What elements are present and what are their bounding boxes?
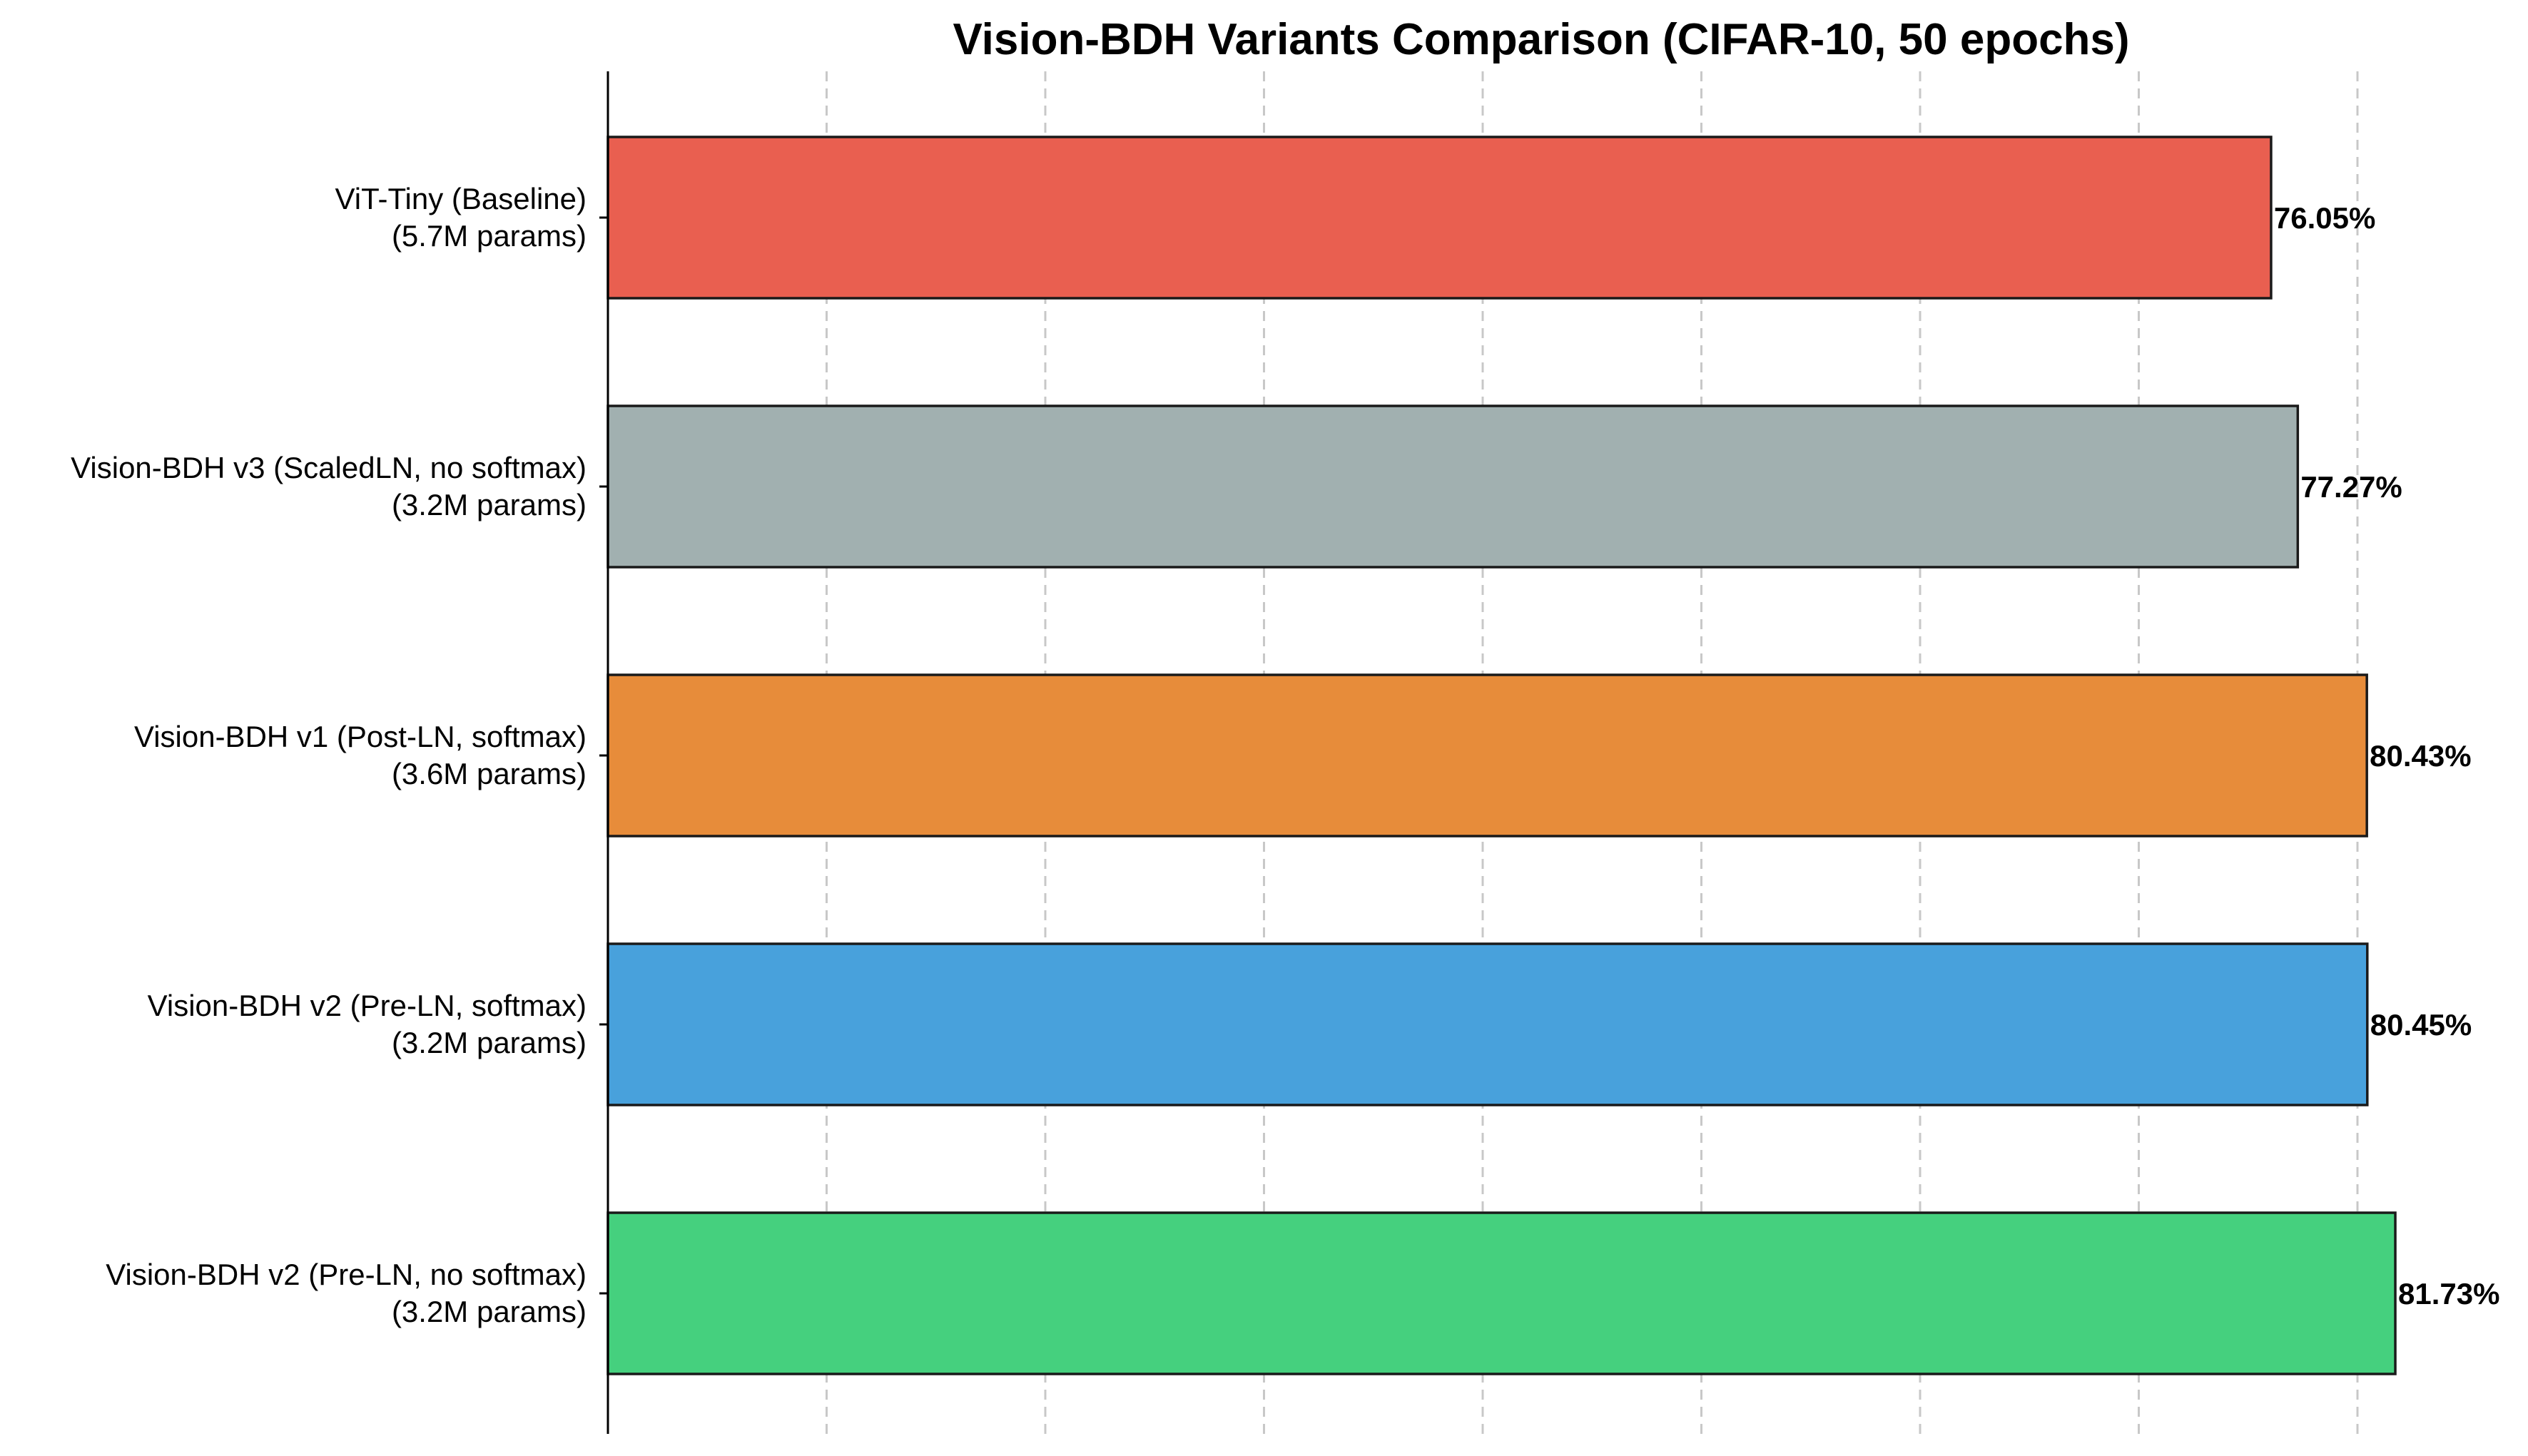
category-label: ViT-Tiny (Baseline) (5.7M params) bbox=[335, 182, 587, 253]
value-label: 81.73% bbox=[2398, 1277, 2499, 1310]
bar bbox=[606, 1211, 2397, 1375]
bar bbox=[606, 942, 2369, 1106]
category-label-line: Vision-BDH v3 (ScaledLN, no softmax) bbox=[71, 451, 587, 484]
bars bbox=[606, 136, 2397, 1375]
category-label: Vision-BDH v2 (Pre-LN, no softmax) (3.2M … bbox=[106, 1258, 587, 1328]
bar bbox=[606, 136, 2273, 300]
category-label-line: Vision-BDH v2 (Pre-LN, no softmax) bbox=[106, 1258, 587, 1291]
bar bbox=[606, 404, 2300, 569]
category-label-line: (3.6M params) bbox=[392, 757, 587, 790]
category-labels: ViT-Tiny (Baseline) (5.7M params) Vision-B… bbox=[71, 182, 608, 1328]
chart-title: Vision-BDH Variants Comparison (CIFAR-10… bbox=[953, 15, 2129, 64]
category-label-line: Vision-BDH v1 (Post-LN, softmax) bbox=[134, 720, 587, 753]
category-label-line: ViT-Tiny (Baseline) bbox=[335, 182, 587, 215]
category-label: Vision-BDH v2 (Pre-LN, softmax) (3.2M par… bbox=[148, 989, 587, 1059]
category-label-line: Vision-BDH v2 (Pre-LN, softmax) bbox=[148, 989, 587, 1022]
category-label-line: (3.2M params) bbox=[392, 1026, 587, 1059]
category-label-line: (5.7M params) bbox=[392, 219, 587, 253]
bar bbox=[606, 673, 2368, 838]
category-label-line: (3.2M params) bbox=[392, 488, 587, 521]
value-label: 77.27% bbox=[2300, 470, 2402, 504]
value-label: 76.05% bbox=[2274, 201, 2375, 235]
value-labels: 76.05% 77.27% 80.43% 80.45% 81.73% bbox=[2274, 201, 2500, 1310]
value-label: 80.45% bbox=[2370, 1008, 2472, 1042]
category-label: Vision-BDH v1 (Post-LN, softmax) (3.6M pa… bbox=[134, 720, 587, 790]
value-label: 80.43% bbox=[2370, 739, 2471, 773]
category-label-line: (3.2M params) bbox=[392, 1295, 587, 1328]
category-label: Vision-BDH v3 (ScaledLN, no softmax) (3.2… bbox=[71, 451, 587, 521]
